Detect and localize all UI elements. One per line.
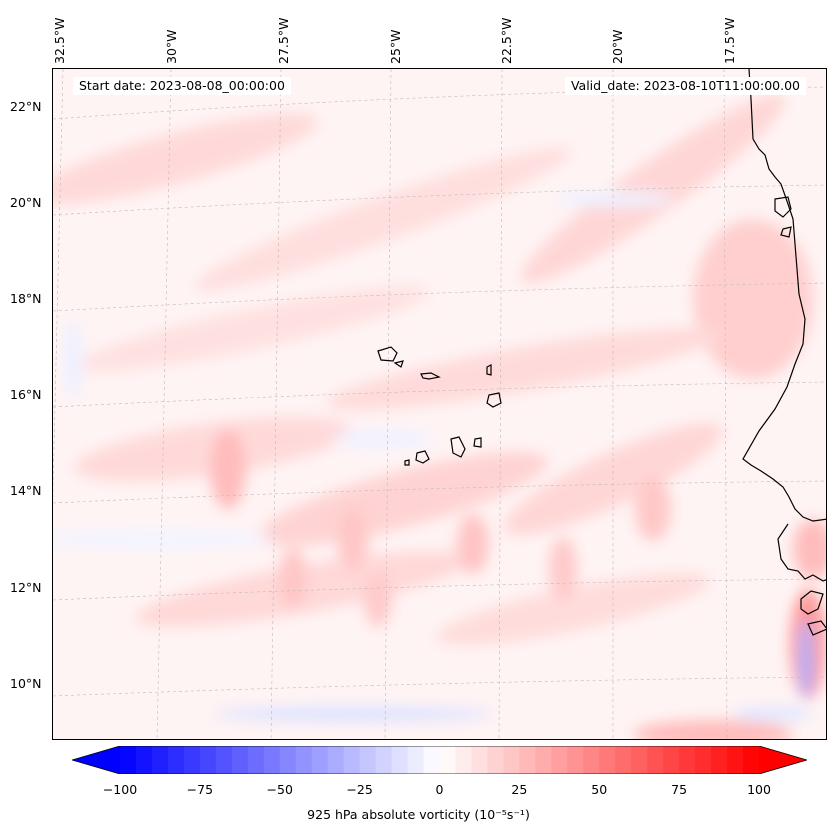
colorbar-segment bbox=[199, 746, 217, 774]
colorbar-segment bbox=[423, 746, 440, 774]
colorbar-segment bbox=[359, 746, 377, 774]
lat-label: 10°N bbox=[10, 676, 42, 691]
lon-label: 27.5°W bbox=[276, 17, 291, 64]
colorbar-segment bbox=[503, 746, 520, 774]
coastline bbox=[377, 69, 826, 636]
colorbar-max-arrow bbox=[759, 746, 807, 774]
cape-verde-brava bbox=[404, 459, 410, 466]
colorbar-segment bbox=[615, 746, 632, 774]
colorbar-segment bbox=[135, 746, 153, 774]
lat-label: 18°N bbox=[10, 291, 42, 306]
colorbar-segment bbox=[151, 746, 169, 774]
graticule bbox=[53, 69, 826, 739]
colorbar-segment bbox=[375, 746, 393, 774]
start-date: Start date: 2023-08-08_00:00:00 bbox=[73, 77, 291, 95]
colorbar-segment bbox=[631, 746, 648, 774]
colorbar-segment bbox=[519, 746, 536, 774]
colorbar-min-arrow bbox=[72, 746, 120, 774]
colorbar-segment bbox=[295, 746, 313, 774]
colorbar-tick-label: −75 bbox=[186, 782, 214, 797]
lon-label: 25°W bbox=[388, 29, 403, 64]
cape-verde-boa-vista bbox=[486, 392, 502, 408]
colorbar-segment bbox=[487, 746, 504, 774]
colorbar-segment bbox=[727, 746, 744, 774]
colorbar-segment bbox=[247, 746, 265, 774]
cape-verde-santiago bbox=[450, 436, 466, 458]
colorbar-segment bbox=[343, 746, 361, 774]
colorbar-segment bbox=[439, 746, 456, 774]
colorbar-segment bbox=[567, 746, 584, 774]
colorbar-segment bbox=[391, 746, 409, 774]
colorbar-segment bbox=[583, 746, 600, 774]
colorbar-segment bbox=[215, 746, 233, 774]
colorbar-tick-label: 0 bbox=[435, 782, 444, 797]
lat-label: 14°N bbox=[10, 483, 42, 498]
lon-label: 22.5°W bbox=[499, 17, 514, 64]
lon-label: 32.5°W bbox=[52, 17, 67, 64]
colorbar-tick-label: 25 bbox=[511, 782, 528, 797]
colorbar-tick-label: −100 bbox=[102, 782, 138, 797]
colorbar-label: 925 hPa absolute vorticity (10⁻⁵s⁻¹) bbox=[307, 807, 530, 822]
cape-verde-sao-nicolau bbox=[420, 372, 441, 380]
vorticity-field bbox=[53, 94, 826, 739]
colorbar-tick-label: 50 bbox=[591, 782, 608, 797]
colorbar-segment bbox=[663, 746, 680, 774]
colorbar-segment bbox=[679, 746, 696, 774]
west-africa-coast bbox=[742, 69, 826, 522]
colorbar-segment bbox=[231, 746, 249, 774]
lat-label: 22°N bbox=[10, 99, 42, 114]
lon-label: 17.5°W bbox=[722, 17, 737, 64]
colorbar-segment bbox=[695, 746, 712, 774]
colorbar-segment bbox=[471, 746, 488, 774]
colorbar-segment bbox=[120, 746, 137, 774]
cape-verde-fogo bbox=[415, 450, 430, 464]
lon-label: 30°W bbox=[164, 29, 179, 64]
lat-label: 20°N bbox=[10, 195, 42, 210]
colorbar-segment bbox=[599, 746, 616, 774]
colorbar-segment bbox=[551, 746, 568, 774]
colorbar-segment bbox=[711, 746, 728, 774]
colorbar-tick-label: 75 bbox=[671, 782, 688, 797]
colorbar-segment bbox=[263, 746, 281, 774]
colorbar bbox=[72, 746, 807, 774]
lat-label: 12°N bbox=[10, 580, 42, 595]
cape-verde-santo-antao bbox=[377, 346, 398, 362]
coast-lower bbox=[777, 523, 826, 582]
cape-verde-sal bbox=[486, 364, 492, 376]
lat-label: 16°N bbox=[10, 387, 42, 402]
colorbar-segment bbox=[183, 746, 201, 774]
colorbar-segment bbox=[407, 746, 425, 774]
map-canvas bbox=[53, 69, 826, 739]
cape-verde-sao-vicente bbox=[393, 360, 404, 368]
colorbar-segments bbox=[120, 746, 760, 774]
colorbar-segment bbox=[743, 746, 760, 774]
colorbar-segment bbox=[455, 746, 472, 774]
lon-label: 20°W bbox=[610, 29, 625, 64]
colorbar-tick-label: 100 bbox=[747, 782, 771, 797]
colorbar-segment bbox=[327, 746, 345, 774]
colorbar-tick-label: −25 bbox=[346, 782, 373, 797]
cape-verde-maio bbox=[473, 437, 482, 448]
vorticity-map: Start date: 2023-08-08_00:00:00 Valid_da… bbox=[52, 68, 827, 740]
colorbar-tick-label: −50 bbox=[266, 782, 293, 797]
coast-islands-south bbox=[800, 590, 826, 636]
colorbar-segment bbox=[311, 746, 329, 774]
colorbar-segment bbox=[279, 746, 297, 774]
valid-date: Valid_date: 2023-08-10T11:00:00.00 bbox=[564, 77, 806, 95]
colorbar-segment bbox=[167, 746, 185, 774]
colorbar-segment bbox=[647, 746, 664, 774]
colorbar-segment bbox=[535, 746, 552, 774]
